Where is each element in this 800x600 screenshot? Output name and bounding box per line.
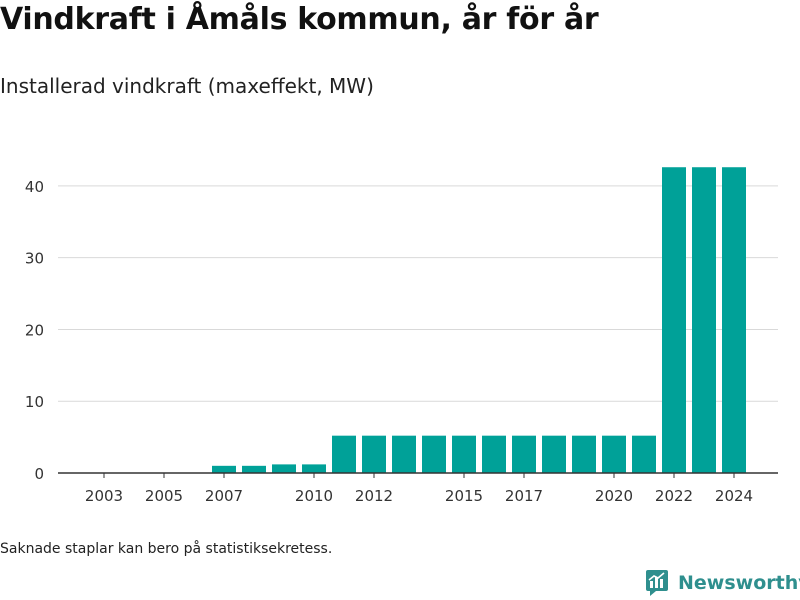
bar-2015 <box>452 435 476 473</box>
bar-2021 <box>632 435 656 473</box>
brand-name: Newsworthy <box>678 572 800 594</box>
x-tick-label: 2003 <box>85 487 123 505</box>
newsworthy-logo-icon <box>646 570 668 596</box>
x-tick-label: 2024 <box>715 487 753 505</box>
x-tick-label: 2017 <box>505 487 543 505</box>
x-tick-label: 2007 <box>205 487 243 505</box>
bar-2020 <box>602 435 626 473</box>
bar-2012 <box>362 435 386 473</box>
bar-2022 <box>662 167 686 473</box>
bar-2018 <box>542 435 566 473</box>
y-tick-label: 0 <box>34 465 44 483</box>
tick-labels: 0 10 20 30 40 2003 2005 2007 2010 2012 2015 2017 202… <box>25 178 753 505</box>
bars <box>212 167 746 473</box>
x-tick-label: 2010 <box>295 487 333 505</box>
bar-2011 <box>332 435 356 473</box>
gridlines <box>58 185 778 402</box>
axes <box>58 472 778 478</box>
bar-2008 <box>242 465 266 473</box>
bar-2016 <box>482 435 506 473</box>
x-tick-label: 2020 <box>595 487 633 505</box>
bar-2007 <box>212 465 236 473</box>
bar-2024 <box>722 167 746 473</box>
chart-subtitle: Installerad vindkraft (maxeffekt, MW) <box>0 74 374 98</box>
bar-2010 <box>302 464 326 473</box>
x-tick-label: 2015 <box>445 487 483 505</box>
bar-2013 <box>392 435 416 473</box>
footnote: Saknade staplar kan bero på statistiksek… <box>0 541 333 557</box>
y-tick-label: 10 <box>25 393 44 411</box>
chart-title: Vindkraft i Åmåls kommun, år för år <box>0 2 599 37</box>
y-tick-label: 40 <box>25 178 44 196</box>
y-tick-label: 30 <box>25 250 44 268</box>
y-tick-label: 20 <box>25 321 44 339</box>
bar-2009 <box>272 464 296 473</box>
x-tick-label: 2012 <box>355 487 393 505</box>
bar-2014 <box>422 435 446 473</box>
x-tick-label: 2022 <box>655 487 693 505</box>
bar-2023 <box>692 167 716 473</box>
bar-2017 <box>512 435 536 473</box>
brand-logo[interactable]: Newsworthy <box>644 569 800 597</box>
bar-2019 <box>572 435 596 473</box>
x-tick-label: 2005 <box>145 487 183 505</box>
